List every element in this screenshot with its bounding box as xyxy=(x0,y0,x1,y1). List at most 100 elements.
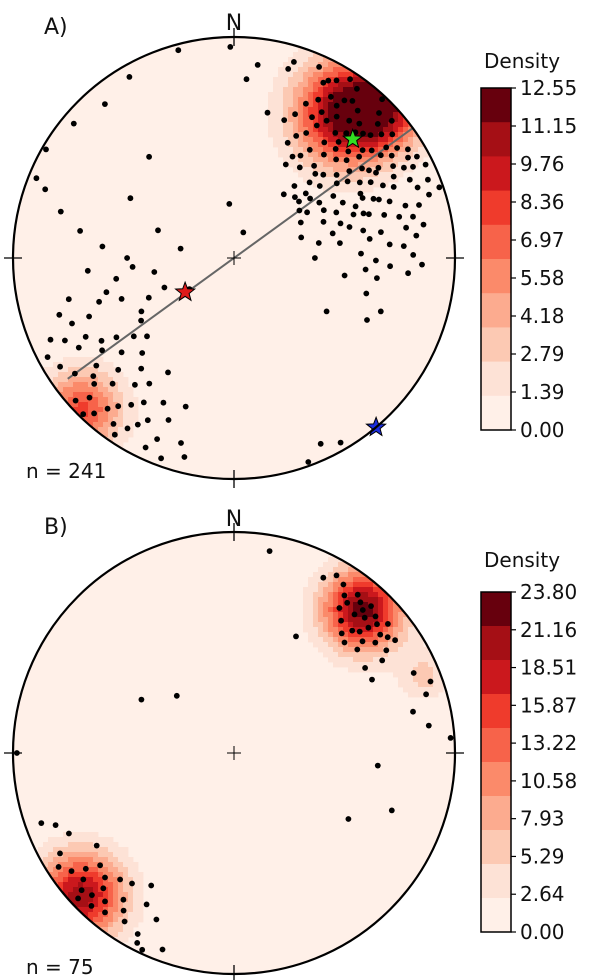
panel-a-pole-point xyxy=(346,117,353,124)
panel-a-pole-point xyxy=(280,191,287,198)
panel-a-pole-point xyxy=(86,394,93,401)
panel-b-colorbar-swatch xyxy=(481,694,511,729)
panel-a-pole-point xyxy=(182,403,189,410)
panel-a-pole-point xyxy=(297,152,304,159)
panel-a-pole-point xyxy=(350,211,357,218)
panel-a-pole-point xyxy=(140,399,147,406)
panel-a-pole-point xyxy=(387,263,393,270)
panel-a-pole-point xyxy=(305,459,312,465)
panel-a-pole-point xyxy=(349,98,356,104)
panel-a-pole-point xyxy=(151,269,158,275)
panel-a-pole-point xyxy=(333,180,340,187)
panel-a-pole-point xyxy=(367,132,374,139)
panel-a-pole-point xyxy=(359,195,366,201)
panel-a-pole-point xyxy=(297,219,304,226)
panel-a-colorbar-swatch xyxy=(481,395,511,431)
panel-a-pole-point xyxy=(400,243,407,250)
panel-a-pole-point xyxy=(284,139,291,146)
panel-a-pole-point xyxy=(333,102,340,109)
panel-b-pole-point xyxy=(134,940,141,946)
panel-b-pole-point xyxy=(344,599,351,606)
panel-a-pole-point xyxy=(82,333,89,340)
panel-a-pole-point xyxy=(91,410,97,417)
panel-a-pole-point xyxy=(96,298,102,305)
panel-a-north-label: N xyxy=(226,11,242,36)
panel-b-pole-point xyxy=(359,638,366,645)
panel-a-star-red xyxy=(174,280,197,302)
panel-a-pole-point xyxy=(376,110,382,116)
panel-a-pole-point xyxy=(379,96,385,103)
panel-a-pole-point xyxy=(145,294,152,301)
panel-a-pole-point xyxy=(113,334,120,341)
panel-a-pole-point xyxy=(373,257,379,264)
panel-a-great-circle xyxy=(67,127,414,380)
panel-a-pole-point xyxy=(227,44,234,50)
panel-b-colorbar-swatch xyxy=(481,660,511,695)
panel-a-pole-point xyxy=(72,370,78,377)
panel-b-pole-point xyxy=(52,822,59,828)
panel-a-pole-point xyxy=(298,234,305,241)
panel-a-pole-point xyxy=(390,184,397,190)
panel-a-pole-point xyxy=(380,182,386,189)
panel-a-pole-point xyxy=(405,270,411,277)
panel-b-pole-point xyxy=(143,901,150,908)
panel-a-pole-point xyxy=(90,373,97,379)
panel-a-pole-point xyxy=(130,333,137,340)
panel-b-pole-point xyxy=(357,599,364,606)
panel-a-pole-point xyxy=(330,193,337,199)
panel-a-pole-point xyxy=(44,354,51,360)
panel-a-pole-point xyxy=(312,170,319,177)
panel-a-pole-point xyxy=(285,66,292,72)
panel-a-pole-point xyxy=(333,156,339,163)
panel-a-pole-point xyxy=(115,403,122,410)
panel-a-pole-point xyxy=(333,113,340,120)
panel-b-pole-point xyxy=(338,630,345,637)
panel-b-pole-point xyxy=(57,850,63,857)
panel-b-pole-point xyxy=(336,605,343,611)
panel-a-colorbar: 12.55 11.15 9.76 8.36 6.97 5.58 4.18 2.79 1.39 0.… xyxy=(480,76,577,442)
panel-a-pole-point xyxy=(144,417,151,424)
panel-a-pole-point xyxy=(132,381,138,388)
panel-a-pole-point xyxy=(377,152,384,159)
panel-b-pole-point xyxy=(356,628,363,635)
panel-a-pole-point xyxy=(178,440,184,446)
panel-b-pole-point xyxy=(354,591,361,598)
panel-a-pole-point xyxy=(282,161,289,168)
panel-b-north-label: N xyxy=(226,507,242,532)
panel-a-pole-point xyxy=(165,369,171,376)
panel-a-pole-point xyxy=(292,194,298,201)
panel-b-pole-point xyxy=(159,946,166,953)
panel-a-pole-point xyxy=(320,207,327,214)
panel-a-pole-point xyxy=(360,210,367,217)
panel-a-pole-point xyxy=(316,183,323,189)
panel-b-pole-point xyxy=(97,862,103,869)
panel-a-pole-point xyxy=(333,77,340,84)
panel-b-colorbar-tick-label: 18.51 xyxy=(520,656,577,680)
panel-b-label: B) xyxy=(44,515,68,540)
panel-a-pole-point xyxy=(346,168,353,175)
panel-a-pole-point xyxy=(318,109,325,115)
panel-b-pole-point xyxy=(384,634,391,641)
panel-a-pole-point xyxy=(394,145,400,151)
panel-a-pole-point xyxy=(416,202,422,208)
panel-a-pole-point xyxy=(296,198,302,205)
panel-b-pole-point xyxy=(410,670,417,676)
panel-a-pole-point xyxy=(307,195,313,202)
panel-b-pole-point xyxy=(88,903,95,909)
panel-a-pole-point xyxy=(406,176,413,183)
panel-a-pole-point xyxy=(98,337,105,344)
panel-a-pole-point xyxy=(354,107,361,114)
panel-b-n-count: n = 75 xyxy=(26,955,94,979)
panel-b-colorbar-swatch xyxy=(481,898,511,933)
panel-a-colorbar-swatch xyxy=(481,224,511,260)
panel-a-colorbar-tick-label: 0.00 xyxy=(520,418,565,442)
panel-b-pole-point xyxy=(372,639,379,646)
panel-a-pole-point xyxy=(128,401,135,408)
panel-b-pole-point xyxy=(427,678,434,685)
panel-a-pole-point xyxy=(296,207,303,214)
panel-a-colorbar-tick-label: 5.58 xyxy=(520,266,565,290)
panel-b-colorbar-tick-label: 7.93 xyxy=(520,807,565,831)
panel-a-pole-point xyxy=(118,296,125,302)
panel-a-pole-point xyxy=(320,171,327,178)
panel-a-pole-point xyxy=(414,184,421,191)
